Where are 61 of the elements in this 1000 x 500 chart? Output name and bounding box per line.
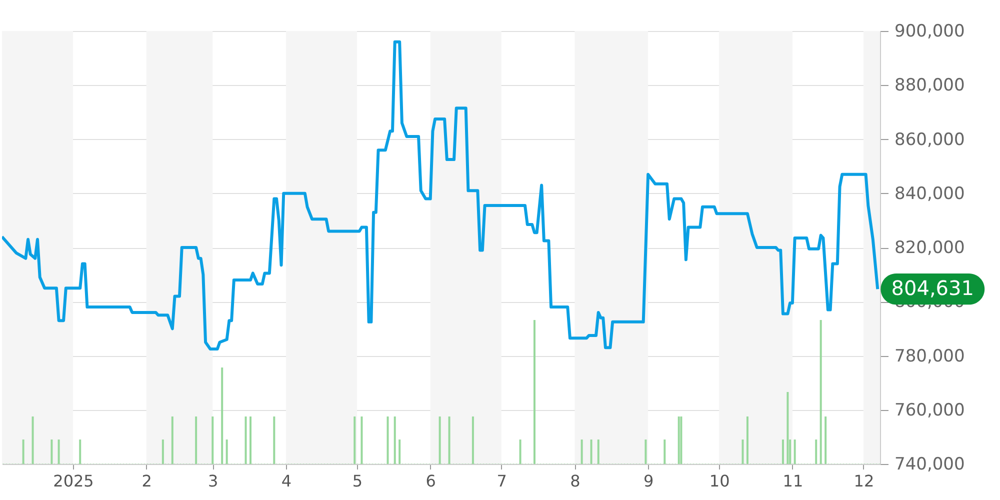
bar <box>597 440 600 464</box>
x-tick-label: 8 <box>570 472 580 490</box>
x-tick-label: 6 <box>426 472 436 490</box>
bar <box>32 416 34 464</box>
x-tick-label: 9 <box>643 472 654 490</box>
bar <box>195 416 198 464</box>
x-tick-label: 10 <box>709 472 730 490</box>
bar <box>590 440 592 464</box>
bar <box>22 440 24 464</box>
bar <box>273 416 276 464</box>
bar <box>354 416 356 464</box>
bar <box>448 416 450 464</box>
bar <box>680 416 682 464</box>
x-tick-label: 3 <box>208 472 218 490</box>
bar <box>533 320 536 464</box>
bar <box>162 440 164 464</box>
y-tick-label: 860,000 <box>894 130 965 150</box>
y-tick-label: 820,000 <box>894 238 965 258</box>
bar <box>664 440 666 464</box>
bar <box>79 440 82 464</box>
bar <box>394 416 396 464</box>
y-tick-label: 740,000 <box>894 454 965 474</box>
bar <box>221 368 224 464</box>
bar <box>519 440 522 464</box>
y-tick-label: 780,000 <box>894 346 965 366</box>
bar <box>386 416 389 464</box>
bar <box>58 440 60 464</box>
x-tick-label: 2025 <box>53 472 94 490</box>
bar <box>580 440 583 464</box>
bar <box>249 416 252 464</box>
y-tick-label: 840,000 <box>894 184 965 204</box>
bar <box>820 320 822 464</box>
bar <box>244 416 247 464</box>
bar <box>786 392 789 464</box>
bar <box>398 440 401 464</box>
annotation: 804,631 <box>891 276 974 300</box>
bar <box>50 440 53 464</box>
y-tick-label: 880,000 <box>894 76 965 96</box>
x-tick-label: 12 <box>854 472 874 490</box>
bar <box>742 440 744 464</box>
bar <box>782 440 784 464</box>
bar <box>212 416 214 464</box>
y-tick-label: 900,000 <box>894 22 965 42</box>
bar <box>794 440 796 464</box>
bar <box>472 416 474 464</box>
x-tick-label: 7 <box>496 472 507 490</box>
bar <box>226 440 228 464</box>
bar <box>815 440 818 464</box>
bar <box>678 416 680 464</box>
bar <box>171 416 174 464</box>
x-tick-label: 2 <box>142 472 152 490</box>
y-tick-label: 760,000 <box>894 400 965 420</box>
x-tick-label: 11 <box>782 472 804 490</box>
x-tick-label: 4 <box>281 472 292 490</box>
line-series <box>2 40 880 350</box>
bar <box>644 440 647 464</box>
bar <box>746 416 748 464</box>
bar <box>438 416 441 464</box>
bar <box>360 416 363 464</box>
x-tick-label: 5 <box>352 472 363 490</box>
bar <box>824 416 827 464</box>
